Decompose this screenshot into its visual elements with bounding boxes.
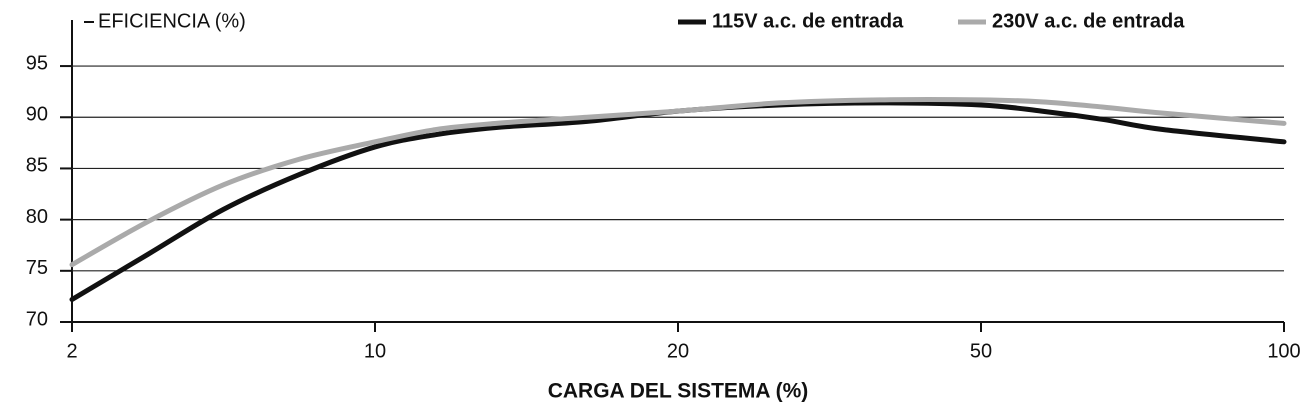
x-tick-label: 20 bbox=[667, 340, 689, 362]
y-tick-label: 80 bbox=[26, 206, 48, 228]
y-tick-label: 85 bbox=[26, 155, 48, 177]
series-line bbox=[69, 97, 1287, 268]
legend-label: 115V a.c. de entrada bbox=[712, 10, 904, 32]
x-tick-label: 10 bbox=[364, 340, 386, 362]
series-line bbox=[69, 100, 1287, 302]
y-tick-label: 70 bbox=[26, 308, 48, 330]
x-tick-label: 100 bbox=[1267, 340, 1300, 362]
x-tick-label: 2 bbox=[66, 340, 77, 362]
x-axis-title: CARGA DEL SISTEMA (%) bbox=[548, 380, 809, 403]
legend-label: 230V a.c. de entrada bbox=[992, 10, 1185, 32]
x-tick-label: 50 bbox=[970, 340, 992, 362]
y-tick-label: 95 bbox=[26, 52, 48, 74]
y-axis-title: EFICIENCIA (%) bbox=[98, 10, 246, 32]
y-tick-label: 75 bbox=[26, 257, 48, 279]
y-tick-label: 90 bbox=[26, 104, 48, 126]
